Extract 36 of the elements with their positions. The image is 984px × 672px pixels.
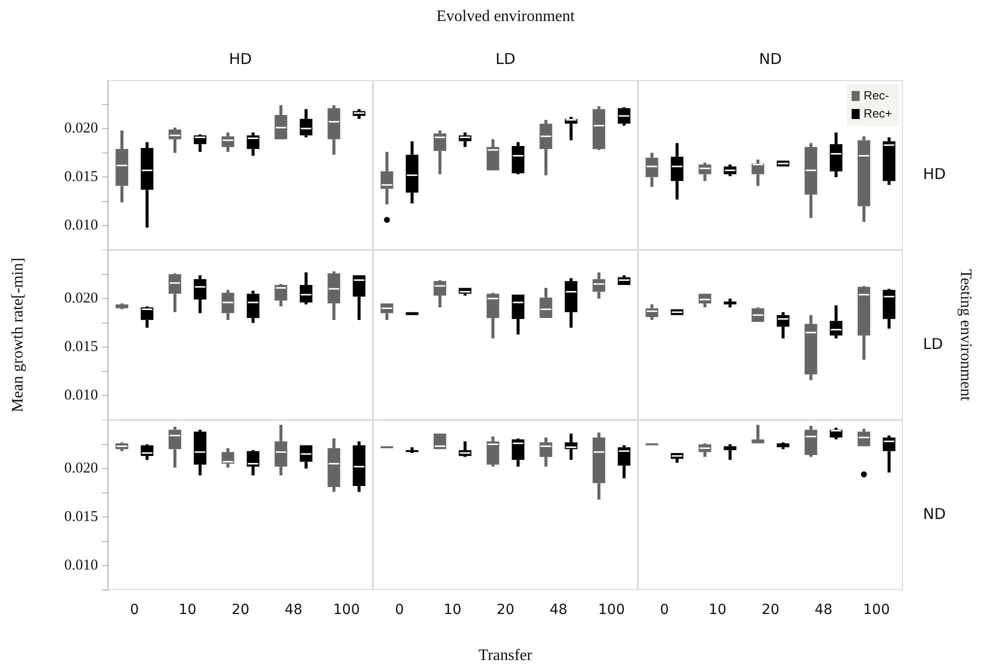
text: LD [923, 335, 943, 353]
x-axis-title: Transfer [478, 647, 532, 665]
text: HD [923, 165, 946, 183]
legend-label: Rec+ [864, 106, 892, 120]
y-tick-label: 0.020 [64, 460, 98, 477]
x-tick-label: 100 [863, 602, 890, 618]
x-tick-label: 48 [550, 602, 568, 618]
y2-axis-title: Testing environment [956, 269, 974, 401]
text: ND [923, 505, 946, 523]
y-tick-label: 0.020 [64, 120, 98, 137]
y-tick-label: 0.010 [64, 218, 98, 234]
x-tick-label: 100 [598, 602, 625, 618]
chart-subtitle: HD [229, 50, 252, 68]
x-tick-label: 10 [708, 602, 726, 618]
x-tick-label: 0 [660, 602, 669, 618]
x-tick-label: 48 [814, 602, 832, 618]
x-tick-label: 20 [762, 602, 780, 618]
x-tick-label: 20 [232, 602, 250, 618]
y-tick-label: 0.015 [64, 339, 98, 356]
y-tick-label: 0.010 [64, 558, 98, 574]
x-tick-label: 10 [444, 602, 462, 618]
legend-label: Rec- [864, 88, 889, 102]
y-tick-label: 0.010 [64, 388, 98, 404]
y-tick-label: 0.015 [64, 169, 98, 186]
x-tick-label: 100 [333, 602, 360, 618]
chart-title: Evolved environment [436, 8, 575, 26]
x-tick-label: 10 [178, 602, 196, 618]
y-tick-label: 0.020 [64, 290, 98, 307]
y-tick-label: 0.015 [64, 509, 98, 526]
y-axis-title: Mean growth rate[-min] [8, 258, 27, 412]
x-tick-label: 0 [395, 602, 404, 618]
x-tick-label: 0 [130, 602, 139, 618]
chart-subtitle: ND [759, 50, 782, 68]
chart-subtitle: LD [496, 50, 516, 68]
x-tick-label: 20 [496, 602, 514, 618]
x-tick-label: 48 [284, 602, 302, 618]
